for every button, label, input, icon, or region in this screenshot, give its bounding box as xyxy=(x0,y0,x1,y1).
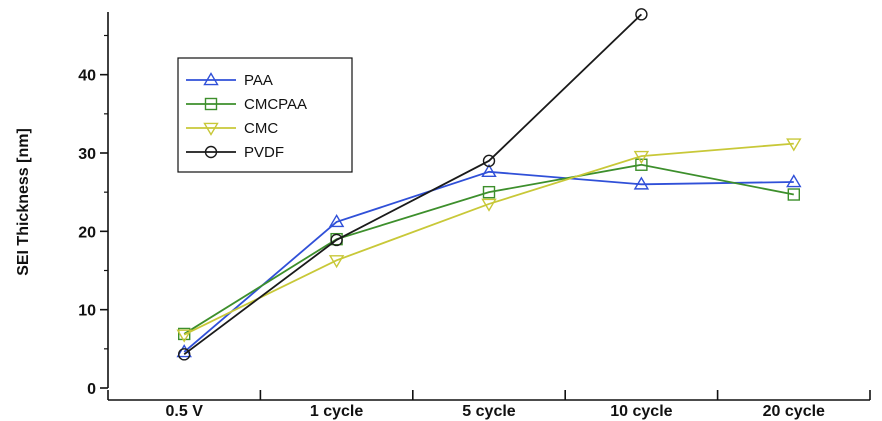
legend-label: CMC xyxy=(244,120,278,137)
data-point-marker xyxy=(481,163,497,178)
data-point-marker xyxy=(482,154,496,168)
legend-entry: CMC xyxy=(186,120,278,137)
y-tick-label: 30 xyxy=(78,146,96,163)
data-point-marker xyxy=(177,327,191,341)
series-paa xyxy=(176,163,802,358)
legend-entry: CMCPAA xyxy=(186,96,307,113)
series-line xyxy=(183,142,794,336)
data-point-marker xyxy=(786,174,802,188)
legend-label: CMCPAA xyxy=(244,96,307,113)
data-point-marker xyxy=(786,138,802,152)
y-tick-label: 20 xyxy=(78,224,96,241)
data-point-marker xyxy=(635,8,648,21)
legend-entry: PVDF xyxy=(186,144,284,161)
x-tick-label: 20 cycle xyxy=(763,403,825,420)
data-point-marker xyxy=(635,158,648,171)
data-point-marker xyxy=(203,122,219,136)
series-line xyxy=(183,163,794,335)
series-line xyxy=(183,13,643,356)
series-cmc xyxy=(176,138,802,343)
x-tick-label: 10 cycle xyxy=(610,403,672,420)
data-point-marker xyxy=(328,255,345,269)
axes: 0 10 20 30 40 0.5 V 1 cycle 5 cycle 10 cycle 20 c… xyxy=(78,12,871,420)
legend-box xyxy=(177,57,353,173)
x-tick-label: 5 cycle xyxy=(462,403,515,420)
series-cmcpaa xyxy=(177,158,800,341)
x-tick-label: 0.5 V xyxy=(166,403,204,420)
data-point-marker xyxy=(328,214,345,228)
series-line xyxy=(183,170,794,353)
legend: PAA CMCPAA CMC PVDF xyxy=(177,57,353,173)
data-point-marker xyxy=(177,348,191,361)
y-tick-label: 0 xyxy=(87,381,96,398)
data-point-marker xyxy=(203,72,219,86)
data-point-marker xyxy=(482,185,496,199)
legend-label: PVDF xyxy=(244,144,284,161)
data-point-marker xyxy=(633,150,650,165)
legend-entry: PAA xyxy=(186,72,273,89)
data-point-marker xyxy=(330,233,343,247)
data-point-marker xyxy=(204,145,218,159)
data-point-marker xyxy=(176,329,192,343)
data-point-marker xyxy=(787,188,800,201)
data-point-marker xyxy=(633,176,650,190)
data-point-marker xyxy=(204,97,218,111)
y-tick-label: 40 xyxy=(78,68,96,85)
data-point-marker xyxy=(481,198,497,212)
y-axis-label: SEI Thickness [nm] xyxy=(15,128,32,276)
series-pvdf xyxy=(177,8,648,361)
y-tick-label: 10 xyxy=(78,303,96,320)
legend-label: PAA xyxy=(244,72,273,89)
x-tick-label: 1 cycle xyxy=(310,403,363,420)
series-layer xyxy=(176,8,802,361)
